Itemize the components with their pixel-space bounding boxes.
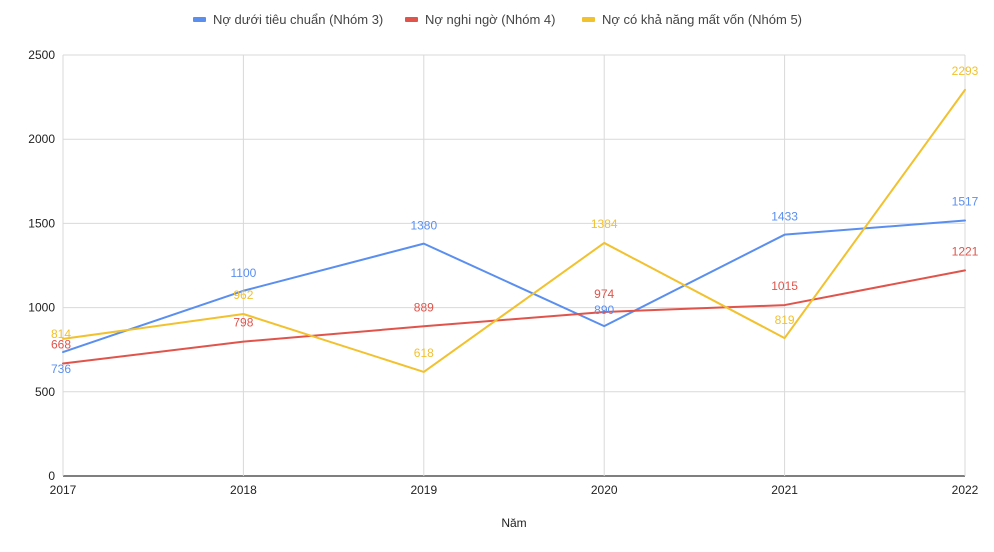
data-label: 890: [594, 303, 614, 317]
data-label: 1384: [591, 217, 618, 231]
x-axis-title: Năm: [501, 516, 526, 530]
legend-item: Nợ có khả năng mất vốn (Nhóm 5): [582, 12, 802, 27]
grid-lines: [62, 54, 966, 477]
data-label: 889: [414, 300, 434, 314]
data-label: 668: [51, 338, 71, 352]
y-tick-label: 0: [48, 469, 55, 483]
data-label: 798: [233, 316, 253, 330]
x-tick-label: 2018: [230, 483, 257, 497]
x-tick-label: 2021: [771, 483, 798, 497]
data-label: 814: [51, 327, 71, 341]
legend-label: Nợ nghi ngờ (Nhóm 4): [425, 12, 556, 27]
legend-item: Nợ dưới tiêu chuẩn (Nhóm 3): [193, 12, 383, 27]
y-tick-label: 2000: [28, 132, 55, 146]
x-tick-label: 2020: [591, 483, 618, 497]
x-axis-ticks: 2017 2018 2019 2020 2021 2022: [50, 483, 979, 497]
legend-label: Nợ dưới tiêu chuẩn (Nhóm 3): [213, 12, 383, 27]
data-labels: 736 1100 1380 890 1433 1517 668 798 889 974 1015 12…: [51, 64, 979, 376]
data-label: 962: [233, 288, 253, 302]
y-tick-label: 1500: [28, 216, 55, 230]
series-lines: [62, 88, 966, 373]
legend-swatch: [582, 17, 595, 22]
x-tick-label: 2022: [952, 483, 979, 497]
data-label: 2293: [952, 64, 979, 78]
data-label: 1221: [952, 244, 979, 258]
y-tick-label: 500: [35, 385, 55, 399]
data-label: 974: [594, 287, 614, 301]
data-label: 736: [51, 362, 71, 376]
legend-label: Nợ có khả năng mất vốn (Nhóm 5): [602, 12, 802, 27]
x-tick-label: 2019: [410, 483, 437, 497]
data-label: 1015: [771, 279, 798, 293]
legend-swatch: [405, 17, 418, 22]
data-label: 819: [775, 313, 795, 327]
y-axis-ticks: 0 500 1000 1500 2000 2500: [28, 48, 55, 483]
y-tick-label: 2500: [28, 48, 55, 62]
legend-swatch: [193, 17, 206, 22]
series-line-2: [62, 269, 966, 365]
data-label: 618: [414, 346, 434, 360]
y-tick-label: 1000: [28, 301, 55, 315]
series-line-3: [62, 88, 966, 373]
data-label: 1380: [410, 219, 437, 233]
x-tick-label: 2017: [50, 483, 77, 497]
legend: Nợ dưới tiêu chuẩn (Nhóm 3) Nợ nghi ngờ (…: [193, 12, 802, 27]
series-line-1: [62, 219, 966, 354]
data-label: 1433: [771, 210, 798, 224]
data-label: 1517: [952, 195, 979, 209]
data-label: 1100: [230, 266, 256, 280]
legend-item: Nợ nghi ngờ (Nhóm 4): [405, 12, 556, 27]
